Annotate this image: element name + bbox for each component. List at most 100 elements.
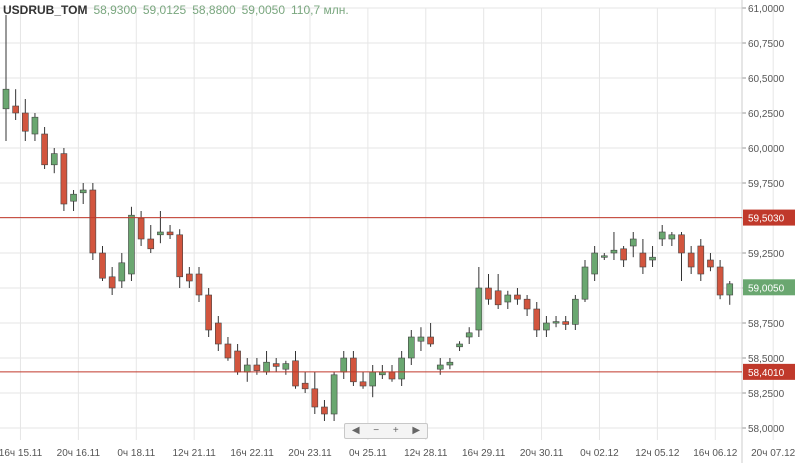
candle-down: [427, 336, 434, 345]
volume-value: 110,7 млн.: [291, 3, 349, 17]
candle-down: [523, 298, 531, 310]
y-tick-label: 60,2500: [748, 109, 785, 120]
scroll-left-button[interactable]: ◀: [351, 425, 360, 436]
candle-up: [552, 321, 560, 324]
candle-down: [350, 357, 357, 383]
candle-down: [89, 189, 97, 254]
candle-up: [465, 332, 473, 338]
x-tick-label: 20ч 16.11: [57, 448, 101, 459]
candle-up: [157, 231, 164, 236]
candle-down: [205, 294, 212, 331]
candle-up: [504, 294, 512, 303]
candle-up: [31, 116, 39, 135]
x-tick-label: 0ч 02.12: [580, 448, 619, 459]
candle-up: [340, 357, 348, 373]
y-tick-label: 58,2500: [748, 389, 785, 400]
candle-up: [610, 249, 618, 254]
candle-down: [253, 364, 261, 371]
candle-up: [726, 283, 734, 296]
x-tick-label: 16ч 06.12: [693, 448, 738, 459]
candle-down: [215, 322, 222, 345]
zoom-out-button[interactable]: −: [373, 425, 380, 436]
candle-up: [446, 361, 454, 366]
x-tick-label: 12ч 28.11: [404, 448, 448, 459]
candle-up: [572, 298, 579, 325]
candle-down: [620, 248, 627, 261]
candle-up: [50, 153, 58, 166]
chart-navigator: ◀ − + ▶: [344, 423, 428, 439]
ticker-symbol: USDRUB_TOM: [3, 3, 88, 17]
x-tick-label: 12ч 05.12: [635, 448, 680, 459]
candle-up: [79, 189, 87, 194]
candle-down: [99, 252, 106, 279]
candle-down: [234, 350, 241, 373]
candle-down: [533, 308, 541, 331]
x-tick-label: 16ч 15.11: [0, 448, 43, 459]
candle-up: [600, 255, 608, 258]
y-tick-label: 60,5000: [748, 74, 785, 85]
candle-down: [12, 105, 19, 114]
x-tick-label: 20ч 07.12: [751, 448, 796, 459]
candle-up: [379, 371, 386, 376]
candle-up: [436, 364, 444, 370]
candle-up: [330, 374, 338, 415]
x-tick-label: 20ч 30.11: [520, 448, 564, 459]
candle-up: [282, 363, 290, 370]
y-tick-label: 58,7500: [748, 319, 785, 330]
low-value: 58,8800: [192, 3, 236, 17]
candle-down: [176, 234, 183, 278]
y-tick-label: 59,2500: [748, 249, 785, 260]
candle-down: [224, 343, 232, 359]
candle-down: [678, 234, 685, 254]
candle-down: [639, 252, 647, 268]
zoom-in-button[interactable]: +: [392, 425, 399, 436]
candle-up: [629, 238, 637, 247]
candle-down: [166, 231, 174, 236]
candle-down: [186, 273, 193, 282]
y-tick-label: 60,7500: [748, 39, 785, 50]
candle-up: [369, 371, 377, 387]
y-tick-label: 61,0000: [748, 4, 785, 15]
candle-down: [60, 153, 68, 205]
price-level-label: 59,5030: [748, 214, 785, 225]
candle-up: [649, 256, 656, 261]
price-level-tag: [743, 209, 795, 226]
current-price-label: 59,0050: [748, 283, 785, 294]
x-tick-label: 20ч 23.11: [288, 448, 332, 459]
candle-up: [128, 214, 135, 275]
price-level-label: 58,4010: [748, 368, 785, 379]
close-value: 59,0050: [241, 3, 286, 17]
candle-up: [591, 252, 598, 275]
candle-up: [263, 361, 270, 373]
candle-up: [243, 364, 251, 373]
chart-header: USDRUB_TOM 58,9300 59,0125 58,8800 59,00…: [3, 3, 349, 19]
x-tick-label: 16ч 29.11: [462, 448, 506, 459]
x-tick-label: 0ч 18.11: [117, 448, 155, 459]
candle-down: [485, 287, 492, 300]
y-tick-label: 60,0000: [748, 144, 785, 155]
x-tick-label: 0ч 25.11: [349, 448, 387, 459]
y-tick-label: 58,5000: [748, 354, 785, 365]
candle-down: [41, 133, 48, 166]
candle-down: [272, 363, 280, 367]
candle-down: [562, 321, 570, 325]
candle-down: [137, 217, 145, 240]
candle-down: [716, 266, 724, 296]
scroll-right-button[interactable]: ▶: [412, 425, 421, 436]
candle-down: [388, 371, 396, 380]
candle-up: [475, 287, 483, 331]
candle-down: [707, 259, 714, 268]
y-tick-label: 58,0000: [748, 424, 785, 435]
candle-down: [321, 406, 328, 415]
candle-down: [311, 388, 319, 408]
candle-up: [456, 343, 463, 348]
candle-up: [417, 336, 425, 342]
candle-down: [21, 112, 29, 132]
candle-down: [147, 238, 155, 250]
candle-up: [398, 357, 405, 380]
candle-down: [301, 382, 309, 390]
open-value: 58,9300: [93, 3, 137, 17]
candle-up: [70, 193, 77, 202]
y-tick-label: 59,7500: [748, 179, 785, 190]
candle-down: [514, 294, 521, 300]
